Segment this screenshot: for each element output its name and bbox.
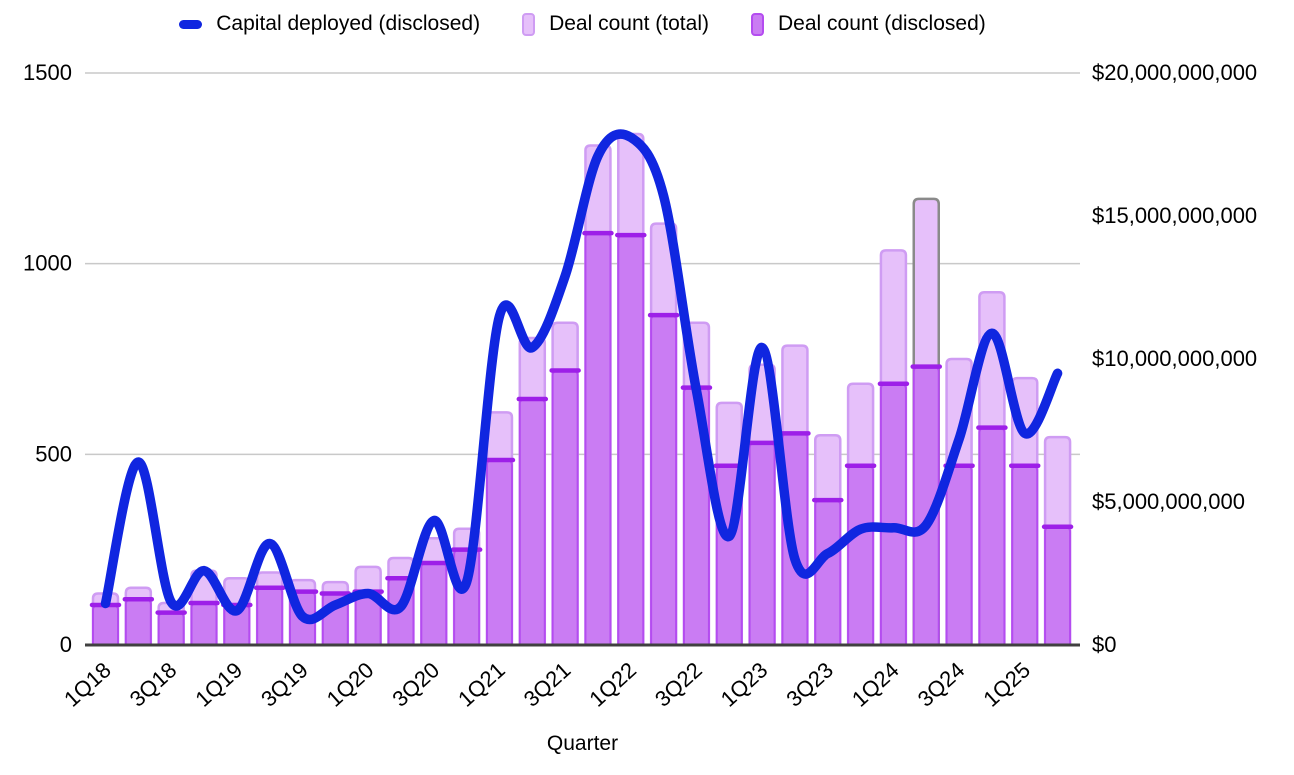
bar-disclosed-4Q23[interactable] bbox=[847, 464, 875, 646]
x-axis-tick-1Q18: 1Q18 bbox=[59, 657, 116, 712]
capital-deployed-line-swatch bbox=[179, 19, 203, 29]
bar-disclosed-3Q20[interactable] bbox=[420, 562, 448, 646]
bar-disclosed-3Q23[interactable] bbox=[814, 499, 842, 646]
deal-count-total-swatch bbox=[522, 12, 536, 36]
bar-disclosed-2Q25[interactable] bbox=[1044, 525, 1072, 646]
x-axis-tick-1Q24: 1Q24 bbox=[847, 657, 904, 712]
bar-disclosed-4Q18[interactable] bbox=[190, 602, 218, 646]
legend-label-deal-count-disclosed: Deal count (disclosed) bbox=[777, 12, 986, 35]
left-axis-tick-0: 0 bbox=[60, 632, 72, 657]
bar-disclosed-2Q21[interactable] bbox=[518, 398, 546, 646]
right-axis-tick-3: $15,000,000,000 bbox=[1092, 203, 1257, 228]
bar-disclosed-1Q18[interactable] bbox=[92, 603, 119, 646]
legend-label-deal-count-total: Deal count (total) bbox=[549, 12, 709, 35]
bar-disclosed-1Q23[interactable] bbox=[748, 441, 776, 646]
right-axis-tick-4: $20,000,000,000 bbox=[1092, 60, 1257, 85]
x-axis-tick-3Q23: 3Q23 bbox=[781, 657, 838, 712]
legend-label-capital-deployed: Capital deployed (disclosed) bbox=[216, 12, 481, 35]
left-axis-tick-1500: 1500 bbox=[23, 60, 72, 85]
x-axis-tick-3Q22: 3Q22 bbox=[650, 657, 707, 712]
right-axis-tick-0: $0 bbox=[1092, 632, 1116, 657]
bar-disclosed-3Q18[interactable] bbox=[157, 611, 185, 646]
x-axis-tick-1Q23: 1Q23 bbox=[716, 657, 773, 712]
legend-item-deal-count-disclosed[interactable]: Deal count (disclosed) bbox=[750, 12, 986, 36]
x-axis-tick-1Q21: 1Q21 bbox=[453, 657, 510, 712]
bar-disclosed-2Q19[interactable] bbox=[256, 586, 284, 646]
x-axis-tick-3Q19: 3Q19 bbox=[256, 657, 313, 712]
bar-disclosed-2Q22[interactable] bbox=[650, 314, 678, 646]
left-axis-tick-500: 500 bbox=[35, 441, 72, 466]
bar-disclosed-3Q24[interactable] bbox=[945, 464, 973, 646]
bar-disclosed-2Q18[interactable] bbox=[124, 598, 152, 646]
bar-disclosed-1Q25[interactable] bbox=[1011, 464, 1039, 646]
bar-disclosed-4Q24[interactable] bbox=[978, 426, 1006, 646]
left-axis-tick-1000: 1000 bbox=[23, 251, 72, 276]
x-axis-tick-3Q18: 3Q18 bbox=[125, 657, 182, 712]
right-axis-tick-2: $10,000,000,000 bbox=[1092, 346, 1257, 371]
x-axis-tick-3Q24: 3Q24 bbox=[913, 657, 970, 712]
x-axis-tick-3Q20: 3Q20 bbox=[387, 657, 444, 712]
bar-disclosed-1Q24[interactable] bbox=[879, 382, 907, 646]
x-axis-tick-1Q19: 1Q19 bbox=[190, 657, 247, 712]
capital-deployed-line[interactable] bbox=[100, 129, 1063, 625]
x-axis-tick-1Q20: 1Q20 bbox=[322, 657, 379, 712]
bar-disclosed-4Q21[interactable] bbox=[584, 232, 612, 646]
legend-item-capital-deployed[interactable]: Capital deployed (disclosed) bbox=[179, 12, 480, 36]
x-axis-tick-1Q22: 1Q22 bbox=[584, 657, 641, 712]
right-axis-tick-1: $5,000,000,000 bbox=[1092, 489, 1245, 514]
bar-disclosed-3Q21[interactable] bbox=[551, 369, 579, 646]
bar-disclosed-1Q22[interactable] bbox=[617, 234, 645, 646]
x-axis-tick-3Q21: 3Q21 bbox=[519, 657, 576, 712]
bar-disclosed-1Q21[interactable] bbox=[485, 459, 513, 646]
chart-legend: Capital deployed (disclosed) Deal count … bbox=[85, 8, 1080, 40]
x-axis-tick-1Q25: 1Q25 bbox=[978, 657, 1035, 712]
legend-item-deal-count-total[interactable]: Deal count (total) bbox=[522, 12, 709, 36]
deal-count-disclosed-swatch bbox=[750, 12, 764, 36]
x-axis-title: Quarter bbox=[547, 732, 618, 755]
